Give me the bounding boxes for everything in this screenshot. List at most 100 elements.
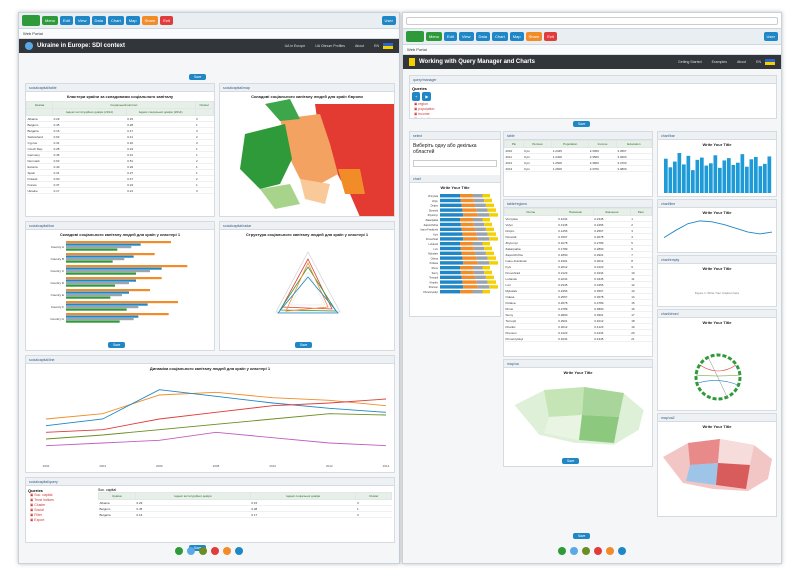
table-row[interactable]: Kyiv 0.2012 0.3123 9 — [504, 263, 652, 270]
nav-item-3[interactable]: About — [354, 44, 365, 48]
table-row[interactable]: Donetsk 0.1567 0.2678 4 — [504, 233, 652, 240]
toolbar-btn-user[interactable]: User — [763, 32, 778, 41]
col-header[interactable]: Education — [615, 140, 652, 148]
query-list-item[interactable]: ▣ Export — [30, 518, 45, 522]
partner-logo-icon[interactable] — [175, 547, 183, 555]
toolbar-btn-7[interactable]: Share — [525, 32, 543, 41]
table-row[interactable]: Poltava 0.2678 0.3789 15 — [504, 299, 652, 306]
table-row[interactable]: Luhansk 0.2234 0.3345 11 — [504, 275, 652, 282]
table-row[interactable]: Germany 0.46 0.31 1 — [26, 151, 214, 158]
col-header[interactable]: Індекс інституційної довіри — [134, 492, 251, 500]
toolbar-btn-6[interactable]: Map — [509, 32, 524, 41]
toolbar-btn-3[interactable]: View — [74, 16, 90, 25]
table-row[interactable]: Belgium 0.45 0.28 1 — [98, 505, 392, 512]
panel-save-button[interactable]: Save — [108, 342, 126, 348]
panel-save-button[interactable]: Save — [295, 342, 313, 348]
partner-logo-icon[interactable] — [223, 547, 231, 555]
col-header[interactable]: Регіон — [504, 208, 558, 216]
partner-logo-icon[interactable] — [570, 547, 578, 555]
map-region-balkans[interactable] — [300, 179, 330, 204]
table-row[interactable]: Kherson 0.3123 0.4234 20 — [504, 329, 652, 336]
toolbar-btn-7[interactable]: Share — [141, 16, 159, 25]
map-region-north[interactable] — [265, 99, 300, 121]
table-row[interactable]: Odesa 0.2567 0.3678 14 — [504, 293, 652, 300]
map-region-east[interactable] — [315, 104, 395, 217]
col-header[interactable]: Країна — [26, 101, 54, 109]
query-list-item[interactable]: ▣ education — [414, 117, 434, 119]
table-row[interactable]: Belgium 0.45 0.28 1 — [26, 121, 214, 128]
toolbar-btn-5[interactable]: Chart — [107, 16, 124, 25]
partner-logo-icon[interactable] — [582, 547, 590, 555]
query-list-item[interactable]: ▣ region — [414, 102, 429, 106]
url-field[interactable] — [406, 16, 778, 25]
toolbar-btn-8[interactable]: Exit — [160, 16, 173, 25]
nav-item-2[interactable]: UA Obnum Profiles — [315, 44, 345, 48]
toolbar-btn-user[interactable]: User — [381, 16, 396, 25]
toolbar-btn-4[interactable]: Data — [475, 32, 490, 41]
panel-save-button[interactable]: Save — [562, 458, 580, 464]
table-row[interactable]: Rivne 0.2789 0.3890 16 — [504, 305, 652, 312]
query-add-button[interactable]: + — [412, 92, 421, 101]
toolbar-btn-2[interactable]: Edit — [444, 32, 457, 41]
app-logo[interactable] — [406, 31, 424, 42]
query-list-item[interactable]: ▣ Cluster — [30, 503, 46, 507]
table-row[interactable]: Albania 0.29 0.15 3 — [98, 499, 392, 506]
toolbar-btn-8[interactable]: Exit — [544, 32, 557, 41]
region-select-dropdown[interactable] — [413, 160, 497, 167]
col-header[interactable]: Income — [588, 140, 617, 148]
toolbar-btn-4[interactable]: Data — [91, 16, 106, 25]
table-row[interactable]: Cyprus 0.31 0.16 3 — [26, 139, 214, 146]
query-list-item[interactable]: ▣ population — [414, 107, 435, 111]
table-row[interactable]: Lviv 0.2345 0.3456 12 — [504, 281, 652, 288]
nav-item-1[interactable]: UA in Europe — [284, 44, 306, 48]
table-row[interactable]: Ukraine 0.17 0.21 3 — [26, 187, 214, 194]
col-header[interactable]: Індекс інституційної довіри (2014) — [52, 108, 127, 116]
map-region-central[interactable] — [280, 114, 338, 184]
app-logo[interactable] — [22, 15, 40, 26]
nav-item-4[interactable]: EN — [756, 60, 761, 64]
bottom-save-button[interactable]: Save — [189, 545, 207, 551]
ukraine-map-green[interactable] — [504, 375, 653, 463]
query-run-button[interactable]: ▶ — [422, 92, 432, 101]
col-header[interactable]: Рік — [504, 140, 524, 148]
table-row[interactable]: Zhytomyr 0.1678 0.2789 5 — [504, 239, 652, 246]
table-row[interactable]: Bulgaria 0.16 0.17 3 — [98, 511, 392, 518]
table-row[interactable]: Bulgaria 0.16 0.17 3 — [26, 127, 214, 134]
col-header[interactable]: Population — [551, 140, 590, 148]
toolbar-btn-2[interactable]: Edit — [60, 16, 73, 25]
ukraine-map-colored[interactable] — [658, 429, 777, 509]
table-row[interactable]: Ternopil 0.2901 0.4012 18 — [504, 317, 652, 324]
col-header[interactable]: Індекс соціальної довіри (2014) — [125, 108, 196, 116]
table-row[interactable]: Mykolaiv 0.2456 0.3567 13 — [504, 287, 652, 294]
add-panel-button[interactable]: Save — [189, 74, 207, 80]
partner-logo-icon[interactable] — [187, 547, 195, 555]
nav-item-4[interactable]: EN — [374, 44, 379, 48]
nav-item-3[interactable]: About — [736, 60, 747, 64]
table-row[interactable]: Kharkiv 0.3012 0.4123 19 — [504, 323, 652, 330]
map-region-south[interactable] — [260, 184, 300, 209]
table-row[interactable]: Ivano-Frankivsk 0.1901 0.3012 8 — [504, 257, 652, 264]
table-row[interactable]: 2010 Kyiv 1.2345 2.3456 3.4567 — [504, 147, 652, 154]
table-row[interactable]: Zakarpattia 0.1789 0.2890 6 — [504, 245, 652, 252]
col-header[interactable]: Cluster — [194, 101, 214, 109]
table-row[interactable]: Volyn 0.1345 0.2456 2 — [504, 221, 652, 228]
table-row[interactable]: Zaporizhzhia 0.1890 0.2901 7 — [504, 251, 652, 258]
table-row[interactable]: Spain 0.31 0.27 1 — [26, 169, 214, 176]
table-row[interactable]: Finland 0.60 0.47 2 — [26, 175, 214, 182]
europe-map[interactable] — [220, 99, 395, 217]
table-row[interactable]: Khmelnytskyi 0.3234 0.4345 21 — [504, 335, 652, 342]
table-row[interactable]: Albania 0.29 0.15 3 — [26, 115, 214, 122]
col-header[interactable]: Індекс соціальної довіри — [249, 492, 357, 500]
partner-logo-icon[interactable] — [235, 547, 243, 555]
col-header[interactable]: Значення — [592, 208, 631, 216]
table-row[interactable]: Denmark 0.63 0.51 2 — [26, 157, 214, 164]
col-header[interactable]: Ранг — [629, 208, 652, 216]
map-region-west[interactable] — [240, 124, 292, 189]
table-row[interactable]: Kirovohrad 0.2123 0.3234 10 — [504, 269, 652, 276]
query-list-item[interactable]: ▣ Trust indices — [30, 498, 54, 502]
partner-logo-icon[interactable] — [618, 547, 626, 555]
col-header[interactable]: Країна — [98, 492, 136, 500]
bottom-save-button[interactable]: Save — [573, 533, 591, 539]
table-row[interactable]: France 0.37 0.24 1 — [26, 181, 214, 188]
nav-item-1[interactable]: Getting Started — [678, 60, 702, 64]
